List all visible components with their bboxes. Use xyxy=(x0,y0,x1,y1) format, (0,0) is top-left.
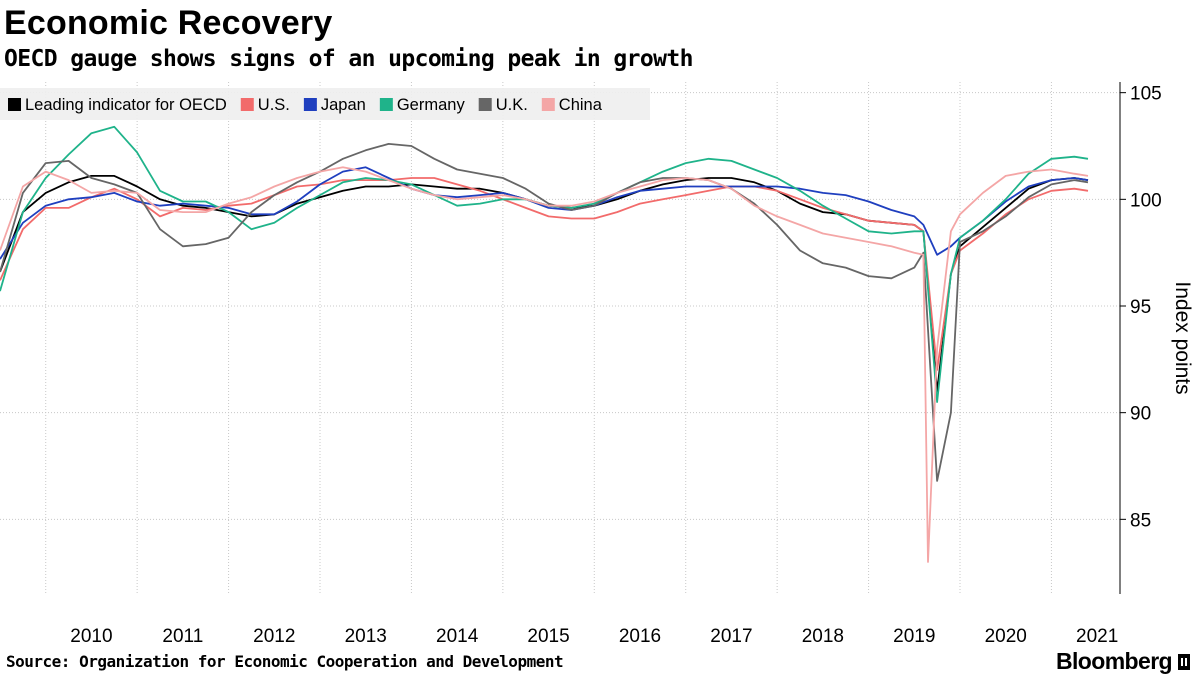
legend-swatch xyxy=(8,98,21,111)
legend-swatch xyxy=(303,98,317,111)
legend-swatch xyxy=(379,98,393,111)
y-axis-title: Index points xyxy=(1171,281,1194,394)
brand-name: Bloomberg xyxy=(1056,648,1173,674)
legend-label: China xyxy=(559,96,603,114)
legend-swatch xyxy=(541,98,555,111)
legend: Leading indicator for OECD U.S. Japan Germa… xyxy=(0,88,650,120)
x-tick-label: 2011 xyxy=(162,626,203,647)
series-line xyxy=(0,166,1089,563)
legend-background xyxy=(0,88,650,120)
x-tick-label: 2021 xyxy=(1076,626,1118,647)
x-tick-label: 2013 xyxy=(345,626,387,647)
x-tick-label: 2019 xyxy=(893,626,935,647)
y-tick-label: 100 xyxy=(1130,190,1162,211)
y-tick-label: 105 xyxy=(1130,84,1162,105)
x-tick-label: 2016 xyxy=(619,626,661,647)
legend-label: U.K. xyxy=(496,96,528,114)
series-line xyxy=(0,125,1089,403)
series-line xyxy=(0,177,1089,371)
x-tick-label: 2010 xyxy=(70,626,112,647)
chart-title: Economic Recovery xyxy=(4,4,333,42)
legend-swatch xyxy=(478,98,492,111)
legend-label: Leading indicator for OECD xyxy=(25,96,227,114)
x-tick-label: 2015 xyxy=(527,626,569,647)
x-tick-label: 2014 xyxy=(436,626,479,647)
x-tick-label: 2018 xyxy=(802,626,844,647)
x-tick-label: 2012 xyxy=(253,626,295,647)
x-tick-label: 2020 xyxy=(985,626,1027,647)
brand-logo: Bloomberg xyxy=(1056,648,1190,675)
legend-swatch xyxy=(240,98,254,111)
chart-subtitle: OECD gauge shows signs of an upcoming pe… xyxy=(4,46,693,72)
bloomberg-icon xyxy=(1178,653,1190,670)
series-line xyxy=(0,143,1089,482)
y-tick-label: 90 xyxy=(1130,404,1151,425)
legend-label: U.S. xyxy=(258,96,290,114)
source-note: Source: Organization for Economic Cooper… xyxy=(6,652,564,671)
legend-label: Japan xyxy=(321,96,366,114)
y-tick-label: 85 xyxy=(1130,510,1151,531)
legend-label: Germany xyxy=(397,96,466,114)
x-tick-label: 2017 xyxy=(710,626,752,647)
y-tick-label: 95 xyxy=(1130,297,1151,318)
